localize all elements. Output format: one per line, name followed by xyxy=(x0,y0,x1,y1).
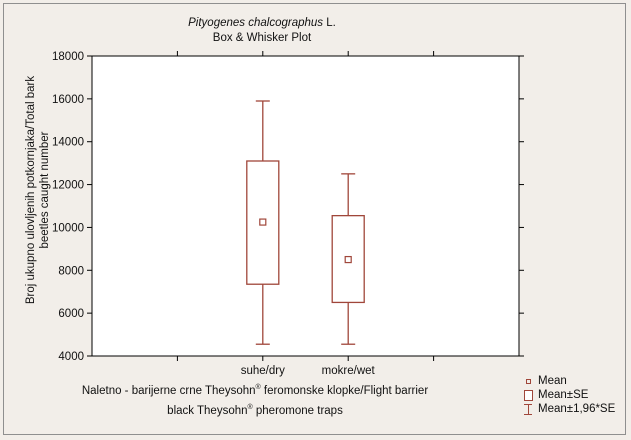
y-axis-label: Broj ukupno ulovljenih potkornjaka/Total… xyxy=(24,40,52,340)
y-tick-label: 6000 xyxy=(58,308,84,320)
registered-mark: ® xyxy=(247,404,253,412)
y-axis-label-line2: beetles caught number xyxy=(39,131,51,249)
y-tick-label: 16000 xyxy=(52,94,84,106)
y-tick-label: 14000 xyxy=(52,137,84,149)
se-box xyxy=(331,214,365,304)
x-axis-label-line2: black Theysohn® pheromone traps xyxy=(40,404,470,417)
x-axis-label-line2-pre: black Theysohn xyxy=(167,405,248,417)
legend-item-se: Mean±SE xyxy=(520,388,615,402)
x-axis-label-line2-post: pheromone traps xyxy=(252,405,343,417)
y-tick-label: 8000 xyxy=(58,265,84,277)
chart-title-species: Pityogenes chalcographus xyxy=(188,17,324,29)
y-tick-label: 4000 xyxy=(58,351,84,363)
whisker-icon xyxy=(523,403,533,416)
legend-label-se: Mean±SE xyxy=(538,389,589,401)
x-category-label: suhe/dry xyxy=(241,365,285,377)
legend-label-ci: Mean±1,96*SE xyxy=(538,403,616,415)
y-axis-label-line1: Broj ukupno ulovljenih potkornjaka/Total… xyxy=(25,75,37,305)
x-axis-label-line1-pre: Naletno - barijerne crne Theysohn xyxy=(81,385,256,397)
mean-marker-icon xyxy=(525,378,531,384)
mean-marker xyxy=(259,218,267,226)
registered-mark: ® xyxy=(255,384,261,392)
y-tick-label: 10000 xyxy=(52,222,84,234)
y-tick-label: 12000 xyxy=(52,180,84,192)
legend-label-mean: Mean xyxy=(538,375,567,387)
plot-area xyxy=(91,55,520,357)
y-axis-label-container: Broj ukupno ulovljenih potkornjaka/Total… xyxy=(18,40,58,340)
box-icon xyxy=(523,389,533,401)
y-tick-label: 18000 xyxy=(52,51,84,63)
legend-item-mean: Mean xyxy=(520,374,615,388)
se-box xyxy=(246,160,280,285)
x-axis-label-line1-post: feromonske klopke/Flight barrier xyxy=(260,385,429,397)
chart-title-suffix: L. xyxy=(326,17,336,29)
legend: Mean Mean±SE Mean±1,96*SE xyxy=(520,374,615,416)
legend-item-ci: Mean±1,96*SE xyxy=(520,402,615,416)
chart-subtitle: Box & Whisker Plot xyxy=(212,32,312,44)
mean-marker xyxy=(344,255,352,264)
x-category-label: mokre/wet xyxy=(322,365,376,377)
chart-frame xyxy=(3,3,626,435)
x-axis-label-line1: Naletno - barijerne crne Theysohn® ferom… xyxy=(40,384,470,397)
chart-title: Pityogenes chalcographus L. xyxy=(92,17,432,29)
